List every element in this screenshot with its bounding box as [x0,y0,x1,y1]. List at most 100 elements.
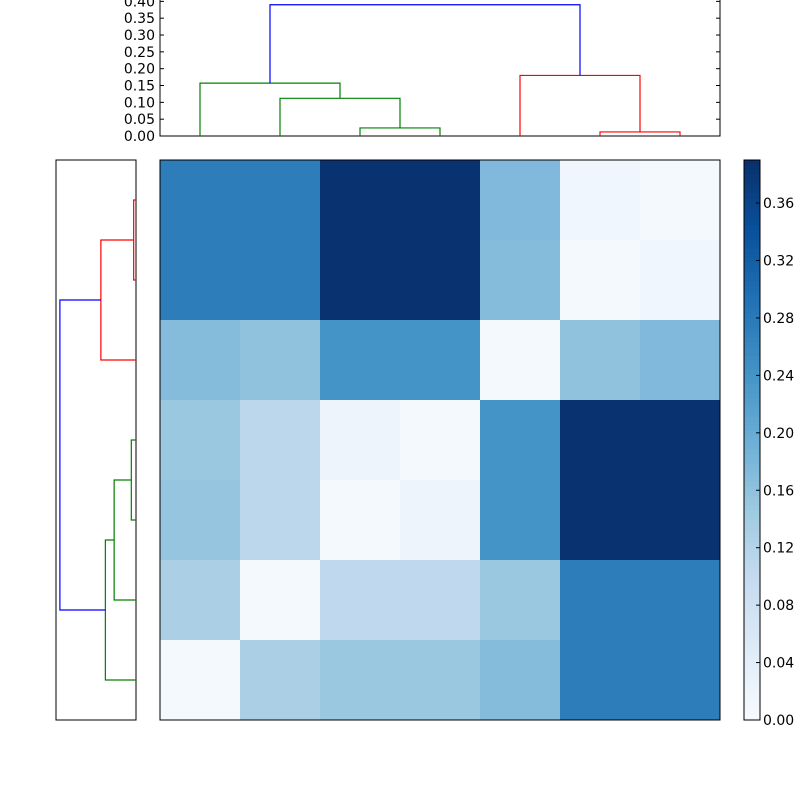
colorbar-gradient-step [744,519,760,525]
heatmap-cell-r4-c1 [240,480,321,561]
left-dendrogram [55,159,137,721]
colorbar-gradient-step [744,360,760,366]
left-dendrogram-link-5 [59,299,106,611]
colorbar-gradient-step [744,318,760,324]
heatmap-cell-r0-c1 [240,160,321,241]
heatmap-cell-r4-c6 [640,480,721,561]
colorbar-gradient-step [744,514,760,520]
heatmap-cell-r3-c3 [400,400,481,481]
heatmap-cell-r4-c3 [400,480,481,561]
left-dendrogram-link-4 [104,539,136,681]
colorbar-gradient-step [744,491,760,497]
colorbar-gradient-step [744,416,760,422]
heatmap-cell-r1-c0 [160,240,241,321]
colorbar-gradient-step [744,673,760,679]
heatmap [159,159,721,721]
colorbar-gradient-step [744,486,760,492]
colorbar-gradient-step [744,640,760,646]
colorbar-gradient-step [744,160,760,166]
heatmap-cell-r1-c5 [560,240,641,321]
colorbar-gradient-step [744,262,760,268]
colorbar-gradient-step [744,524,760,530]
colorbar-gradient-step [744,407,760,413]
top-dendrogram-tick-label: 0.15 [124,79,155,95]
heatmap-cell-r2-c0 [160,320,241,401]
colorbar-gradient-step [744,542,760,548]
heatmap-cell-r6-c2 [320,640,401,721]
colorbar-tick-label: 0.32 [763,254,794,270]
colorbar-frame [743,159,761,721]
colorbar-gradient-step [744,248,760,254]
colorbar-tick-label: 0.12 [763,541,794,557]
colorbar-gradient-step [744,505,760,511]
colorbar-gradient-step [744,304,760,310]
heatmap-cell-r3-c2 [320,400,401,481]
heatmap-cell-r1-c3 [400,240,481,321]
heatmap-cell-r1-c4 [480,240,561,321]
colorbar-gradient-step [744,169,760,175]
colorbar-gradient-step [744,202,760,208]
top-dendrogram-tick-label: 0.00 [124,129,155,145]
colorbar-gradient-step [744,454,760,460]
colorbar-gradient-step [744,258,760,264]
heatmap-cell-r2-c6 [640,320,721,401]
colorbar-gradient-step [744,449,760,455]
heatmap-cell-r6-c0 [160,640,241,721]
heatmap-cell-r0-c0 [160,160,241,241]
colorbar-gradient-step [744,225,760,231]
colorbar-gradient-step [744,374,760,380]
top-dendrogram-tick-label: 0.10 [124,95,155,111]
top-dendrogram-tick-label: 0.20 [124,62,155,78]
heatmap-cell-r2-c1 [240,320,321,401]
colorbar-gradient-step [744,332,760,338]
heatmap-cell-r4-c0 [160,480,241,561]
colorbar: 0.00 0.04 0.08 0.12 0.16 0.20 0.24 0.28 0.32 0.36 [743,159,794,729]
top-dendrogram-tick-label: 0.40 [124,0,155,10]
colorbar-gradient-step [744,286,760,292]
colorbar-gradient-step [744,267,760,273]
heatmap-cell-r5-c0 [160,560,241,641]
colorbar-gradient-step [744,696,760,702]
colorbar-gradient-step [744,192,760,198]
heatmap-cell-r6-c6 [640,640,721,721]
colorbar-gradient-step [744,290,760,296]
colorbar-gradient-step [744,444,760,450]
colorbar-gradient-step [744,435,760,441]
colorbar-gradient-step [744,211,760,217]
colorbar-gradient-step [744,239,760,245]
top-dendrogram-link-5 [269,4,581,84]
colorbar-tick-label: 0.20 [763,426,794,442]
colorbar-gradient-step [744,617,760,623]
colorbar-gradient-step [744,281,760,287]
colorbar-gradient-step [744,379,760,385]
heatmap-cell-r5-c3 [400,560,481,641]
colorbar-tick-label: 0.04 [763,656,794,672]
colorbar-tick-label: 0.16 [763,483,794,499]
colorbar-gradient-step [744,538,760,544]
colorbar-tick-label: 0.00 [763,713,794,729]
top-dendrogram-tick-label: 0.25 [124,45,155,61]
heatmap-cell-r2-c3 [400,320,481,401]
colorbar-gradient-step [744,626,760,632]
colorbar-gradient-step [744,300,760,306]
top-dendrogram-tick-label: 0.05 [124,112,155,128]
colorbar-gradient-step [744,612,760,618]
colorbar-gradient-step [744,388,760,394]
colorbar-gradient-step [744,412,760,418]
heatmap-cell-r2-c2 [320,320,401,401]
colorbar-gradient-step [744,220,760,226]
colorbar-gradient-step [744,197,760,203]
colorbar-gradient-step [744,164,760,170]
heatmap-cell-r0-c4 [480,160,561,241]
colorbar-gradient-step [744,575,760,581]
colorbar-gradient-step [744,272,760,278]
colorbar-gradient-step [744,678,760,684]
heatmap-cell-r3-c1 [240,400,321,481]
colorbar-gradient-step [744,365,760,371]
colorbar-gradient-step [744,608,760,614]
colorbar-gradient-step [744,556,760,562]
heatmap-cell-r4-c4 [480,480,561,561]
colorbar-gradient-step [744,314,760,320]
colorbar-gradient-step [744,174,760,180]
